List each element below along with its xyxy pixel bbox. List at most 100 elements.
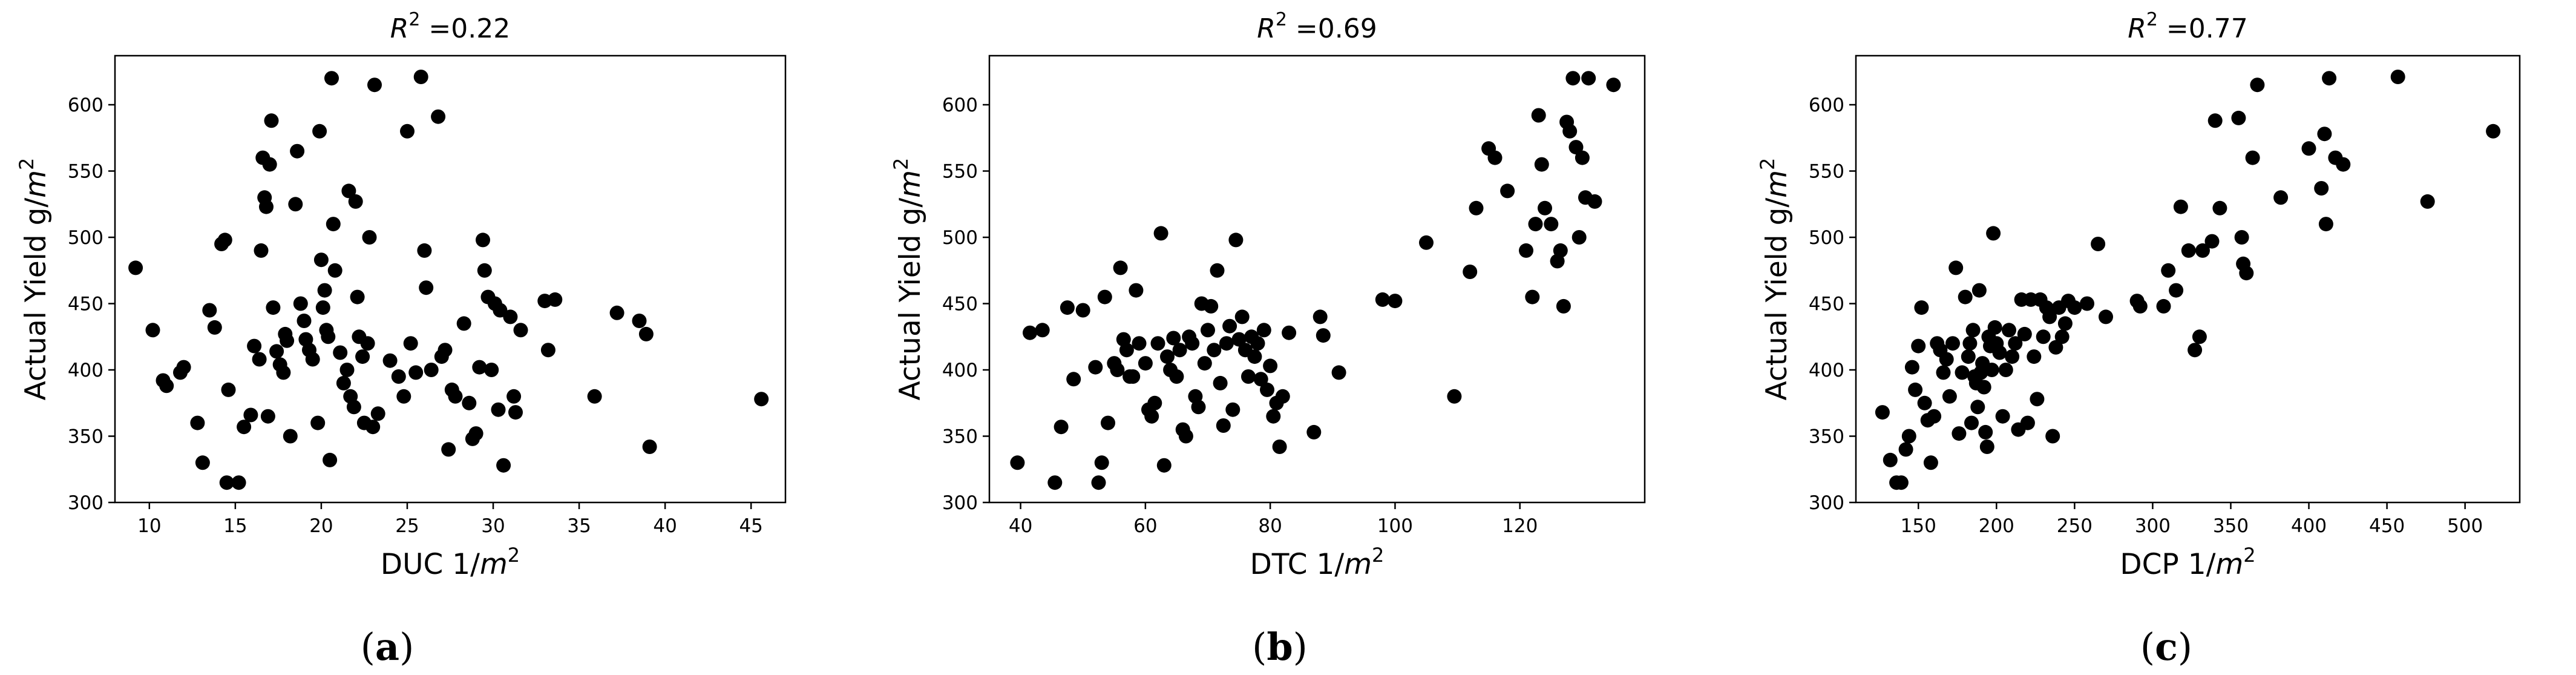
data-point — [1998, 363, 2013, 377]
y-tick-label: 300 — [1809, 492, 1844, 514]
data-point — [400, 123, 415, 139]
data-point — [2212, 200, 2227, 216]
x-tick-label: 450 — [2369, 515, 2405, 537]
data-point — [1097, 289, 1112, 305]
y-tick-label: 400 — [942, 360, 978, 381]
data-point — [360, 336, 375, 351]
data-point — [1942, 389, 1957, 404]
data-point — [339, 363, 355, 377]
data-point — [506, 389, 522, 404]
x-tick-label: 45 — [739, 515, 762, 537]
data-point — [1222, 318, 1237, 334]
data-point — [1948, 260, 1964, 275]
x-tick-label: 80 — [1258, 515, 1282, 537]
data-point — [2067, 300, 2082, 315]
data-point — [1904, 360, 1919, 375]
x-label-text: DUC 1/ — [381, 548, 480, 581]
data-point — [2322, 71, 2337, 86]
data-point — [293, 296, 308, 311]
data-point — [312, 123, 327, 139]
data-point — [367, 77, 382, 93]
y-label-unit: m — [1760, 170, 1794, 198]
y-label-text: Actual Yield g/ — [1760, 198, 1794, 401]
data-point — [1207, 343, 1222, 358]
data-point — [1500, 183, 1515, 199]
data-point — [262, 157, 277, 172]
data-point — [1962, 336, 1978, 351]
title-r: R — [2128, 13, 2146, 44]
data-point — [2181, 243, 2196, 258]
y-tick-label: 450 — [942, 294, 978, 315]
x-label-text: DCP 1/ — [2120, 548, 2215, 581]
data-point — [2234, 230, 2249, 245]
data-point — [1213, 375, 1228, 390]
y-tick-label: 300 — [942, 492, 978, 514]
data-point — [1914, 300, 1929, 315]
data-point — [1901, 429, 1916, 444]
data-point — [1253, 372, 1268, 387]
data-point — [1992, 345, 2007, 360]
data-point — [190, 415, 205, 430]
data-point — [2045, 429, 2060, 444]
data-point — [1144, 409, 1159, 424]
x-tick-label: 25 — [395, 515, 419, 537]
data-point — [382, 353, 398, 368]
data-point — [313, 252, 329, 268]
title-value: =0.69 — [1287, 13, 1377, 44]
data-point — [362, 230, 377, 245]
data-point — [1568, 140, 1584, 155]
data-point — [1388, 294, 1403, 309]
data-point — [1153, 226, 1168, 241]
data-point — [254, 243, 269, 258]
data-point — [2192, 329, 2207, 344]
data-point — [321, 329, 336, 344]
data-point — [2486, 123, 2501, 139]
y-label-unit: m — [19, 170, 53, 198]
data-point — [1965, 323, 1981, 338]
data-point — [1375, 292, 1390, 307]
data-point — [259, 199, 274, 214]
x-axis-label: DTC 1/m2 — [1250, 544, 1385, 581]
data-point — [280, 333, 295, 348]
data-point — [1952, 426, 1967, 441]
data-point — [638, 326, 654, 341]
data-point — [1587, 194, 1602, 209]
data-point — [1581, 71, 1596, 86]
data-point — [396, 389, 411, 404]
data-point — [341, 183, 356, 199]
panel-label: (b) — [1252, 625, 1308, 669]
data-point — [1519, 243, 1533, 258]
data-point — [1119, 343, 1134, 358]
chart-title: R2 =0.77 — [2128, 9, 2248, 44]
y-label-text: Actual Yield g/ — [894, 198, 927, 401]
data-points — [128, 70, 769, 490]
data-point — [276, 365, 291, 380]
y-label-unit: m — [894, 170, 927, 198]
x-tick-label: 20 — [309, 515, 333, 537]
y-tick-label: 550 — [68, 161, 103, 183]
data-point — [1995, 409, 2010, 424]
data-point — [1917, 395, 1932, 410]
data-point — [1538, 200, 1552, 216]
data-point — [315, 300, 330, 315]
y-label-sup: 2 — [1756, 158, 1779, 170]
x-label-sup: 2 — [2243, 544, 2255, 567]
data-point — [754, 392, 769, 407]
data-point — [1986, 226, 2001, 241]
data-point — [403, 336, 418, 351]
data-point — [2020, 415, 2035, 430]
data-point — [391, 369, 406, 384]
data-point — [145, 323, 160, 338]
data-point — [413, 70, 428, 84]
panel-label: (c) — [2140, 625, 2192, 669]
y-tick-label: 550 — [1809, 161, 1844, 183]
data-point — [493, 303, 508, 318]
panel-label-close: ) — [1293, 625, 1308, 669]
data-point — [128, 260, 143, 275]
data-point — [260, 409, 275, 424]
x-label-unit: m — [2215, 548, 2243, 581]
data-point — [1419, 235, 1434, 250]
data-point — [2317, 127, 2332, 142]
x-tick-label: 60 — [1133, 515, 1157, 537]
